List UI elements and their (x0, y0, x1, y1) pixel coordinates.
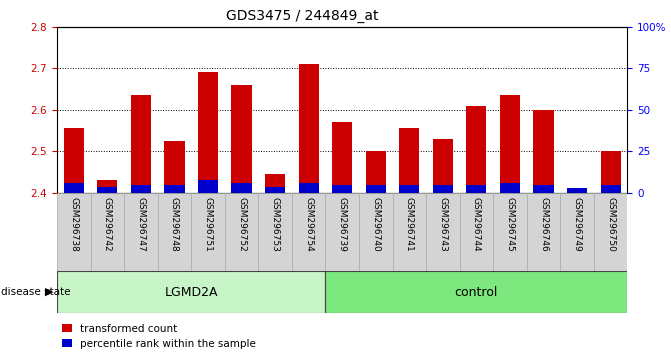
Bar (500, 183, 520, 193)
Bar (366, 151, 386, 193)
Bar (97, 181, 117, 193)
Bar (359, 193, 393, 271)
Bar (164, 141, 185, 193)
Bar (191, 193, 225, 271)
Bar (225, 193, 258, 271)
Bar (131, 95, 151, 193)
Bar (460, 193, 493, 271)
Text: control: control (455, 286, 498, 298)
Text: GSM296753: GSM296753 (270, 197, 280, 252)
Bar (158, 193, 191, 271)
Text: GSM296742: GSM296742 (103, 197, 112, 251)
Text: GDS3475 / 244849_at: GDS3475 / 244849_at (225, 9, 378, 23)
Bar (131, 184, 151, 193)
Text: GSM296744: GSM296744 (472, 197, 481, 251)
Bar (299, 183, 319, 193)
Bar (325, 271, 627, 313)
Bar (594, 193, 627, 271)
Bar (433, 185, 453, 193)
Bar (57, 271, 325, 313)
Text: GSM296754: GSM296754 (304, 197, 313, 252)
Text: LGMD2A: LGMD2A (164, 286, 218, 298)
Text: GSM296748: GSM296748 (170, 197, 179, 252)
Bar (124, 193, 158, 271)
Bar (399, 129, 419, 193)
Bar (57, 193, 91, 271)
Bar (332, 122, 352, 193)
Text: GSM296752: GSM296752 (237, 197, 246, 252)
Bar (91, 193, 124, 271)
Text: GSM296747: GSM296747 (136, 197, 146, 252)
Bar (97, 187, 117, 193)
Text: disease state: disease state (1, 287, 71, 297)
Text: GSM296743: GSM296743 (438, 197, 448, 252)
Text: GSM296745: GSM296745 (505, 197, 515, 252)
Bar (567, 189, 587, 193)
Bar (299, 64, 319, 193)
Bar (533, 110, 554, 193)
Text: GSM296746: GSM296746 (539, 197, 548, 252)
Bar (64, 129, 84, 193)
Text: ▶: ▶ (45, 287, 54, 297)
Bar (292, 193, 325, 271)
Bar (393, 193, 426, 271)
Bar (198, 181, 218, 193)
Bar (64, 183, 84, 193)
Bar (265, 187, 285, 193)
Text: GSM296750: GSM296750 (606, 197, 615, 252)
Bar (601, 185, 621, 193)
Legend: transformed count, percentile rank within the sample: transformed count, percentile rank withi… (62, 324, 256, 349)
Text: GSM296738: GSM296738 (69, 197, 79, 252)
Bar (231, 85, 252, 193)
Bar (500, 95, 520, 193)
Bar (258, 193, 292, 271)
Text: GSM296741: GSM296741 (405, 197, 414, 252)
Bar (198, 72, 218, 193)
Bar (527, 193, 560, 271)
Text: GSM296751: GSM296751 (203, 197, 213, 252)
Bar (426, 193, 460, 271)
Bar (560, 193, 594, 271)
Bar (265, 174, 285, 193)
Bar (466, 184, 486, 193)
Bar (332, 184, 352, 193)
Bar (433, 139, 453, 193)
Bar (399, 185, 419, 193)
Bar (466, 105, 486, 193)
Bar (533, 185, 554, 193)
Bar (601, 151, 621, 193)
Bar (325, 193, 359, 271)
Bar (164, 184, 185, 193)
Text: GSM296740: GSM296740 (371, 197, 380, 252)
Bar (231, 183, 252, 193)
Bar (366, 185, 386, 193)
Text: GSM296749: GSM296749 (572, 197, 582, 252)
Text: GSM296739: GSM296739 (338, 197, 347, 252)
Bar (567, 188, 587, 193)
Bar (493, 193, 527, 271)
